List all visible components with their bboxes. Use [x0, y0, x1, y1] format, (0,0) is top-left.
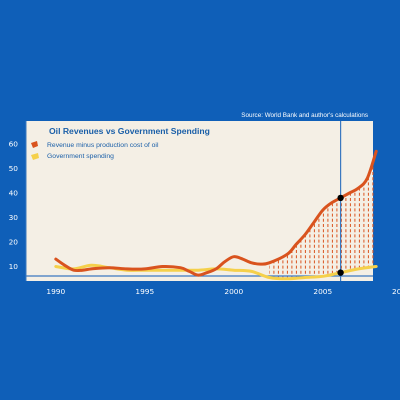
x-tick-labels: 1990 1995 2000 2005 20	[46, 287, 400, 296]
y-tick-labels: 10 20 30 40 50 60	[9, 140, 19, 272]
y-tick-label: 30	[9, 213, 19, 222]
legend-spending-icon	[31, 153, 39, 160]
marker-dot-spending	[337, 269, 344, 276]
legend-revenue-label: Revenue minus production cost of oil	[47, 142, 159, 149]
series-revenue-minus-cost	[54, 149, 378, 277]
chart-title: Oil Revenues vs Government Spending	[49, 126, 210, 136]
source-note: Source: World Bank and author's calculat…	[241, 112, 368, 119]
x-tick-label: 2000	[224, 287, 243, 296]
y-tick-label: 60	[9, 140, 19, 149]
y-tick-label: 40	[9, 189, 19, 198]
legend-spending-label: Government spending	[47, 153, 114, 160]
legend-revenue-icon	[31, 141, 38, 148]
y-tick-label: 20	[9, 238, 19, 247]
y-tick-label: 50	[9, 164, 19, 173]
x-tick-label: 1995	[135, 287, 154, 296]
y-tick-label: 10	[9, 262, 19, 271]
marker-dot-revenue	[337, 194, 344, 202]
chart-panel	[26, 121, 373, 281]
x-tick-label: 2005	[313, 287, 332, 296]
x-tick-label: 20	[392, 287, 400, 296]
x-tick-label: 1990	[46, 287, 65, 296]
